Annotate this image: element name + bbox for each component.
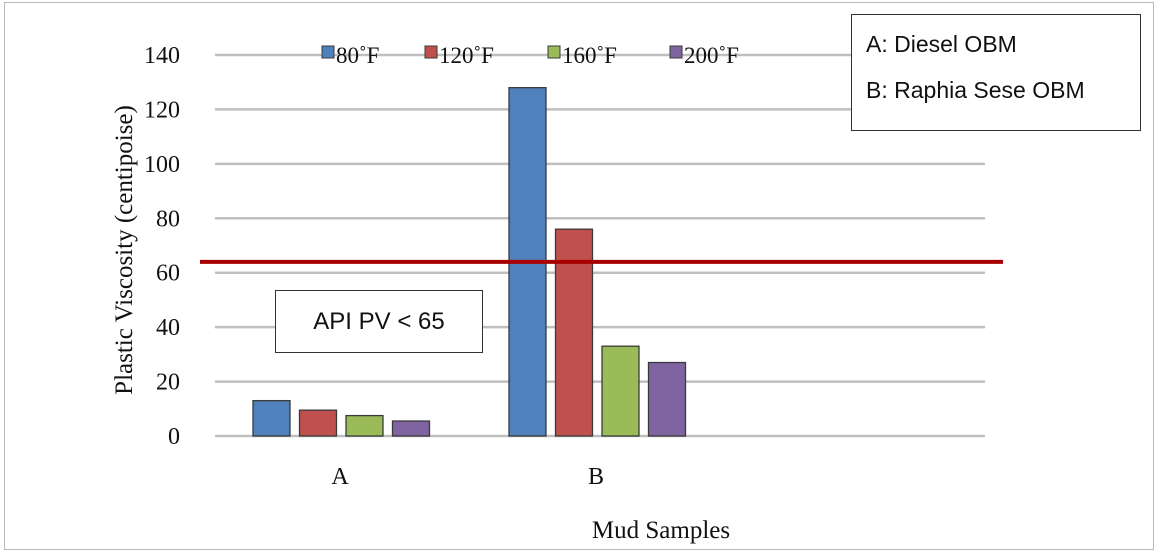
bar-A-3 bbox=[391, 420, 431, 437]
legend-label: 160˚F bbox=[562, 43, 617, 68]
api-limit-label: API PV < 65 bbox=[275, 290, 483, 353]
x-tick-label: B bbox=[588, 464, 604, 490]
legend-swatch bbox=[669, 45, 683, 59]
bar-A-1 bbox=[298, 409, 338, 437]
y-tick-label: 0 bbox=[168, 424, 180, 450]
legend-label: 120˚F bbox=[439, 43, 494, 68]
y-tick-label: 80 bbox=[156, 206, 180, 232]
sample-key-b: B: Raphia Sese OBM bbox=[866, 77, 1085, 103]
legend-label: 200˚F bbox=[684, 43, 739, 68]
y-tick-label: 100 bbox=[144, 152, 180, 178]
y-tick-label: 60 bbox=[156, 261, 180, 287]
bar-A-0 bbox=[252, 399, 291, 437]
y-axis-title: Plastic Viscosity (centipoise) bbox=[111, 105, 138, 395]
y-tick-label: 140 bbox=[144, 43, 180, 69]
bar-B-2 bbox=[601, 345, 640, 437]
bar-A-2 bbox=[345, 414, 384, 437]
x-tick-label: A bbox=[331, 464, 349, 490]
sample-key-a: A: Diesel OBM bbox=[866, 31, 1017, 57]
chart-frame bbox=[4, 2, 1154, 550]
x-axis-title: Mud Samples bbox=[592, 517, 730, 544]
y-tick-label: 120 bbox=[144, 97, 180, 123]
legend-label: 80˚F bbox=[336, 43, 379, 68]
y-tick-label: 20 bbox=[156, 370, 180, 396]
y-tick-label: 40 bbox=[156, 315, 180, 341]
legend-swatch bbox=[424, 45, 438, 59]
bar-B-3 bbox=[647, 361, 687, 437]
legend-swatch bbox=[321, 45, 335, 59]
sample-key-box: A: Diesel OBM B: Raphia Sese OBM bbox=[851, 14, 1141, 131]
legend-swatch bbox=[547, 45, 561, 59]
